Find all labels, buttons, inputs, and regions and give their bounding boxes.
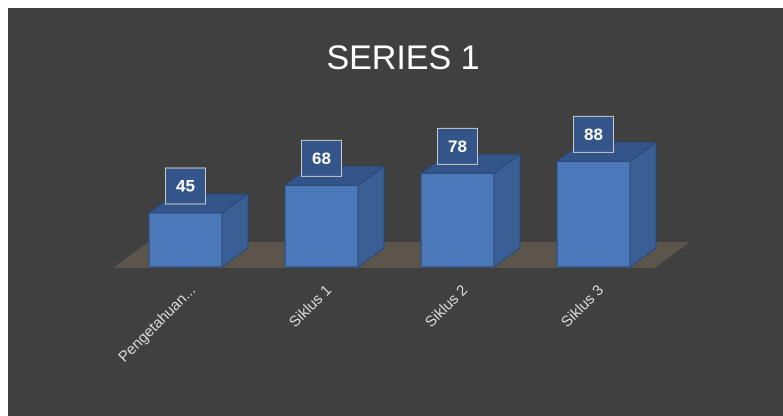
- value-label-box: [437, 127, 478, 165]
- bar-front: [148, 212, 223, 268]
- bar-front: [556, 160, 631, 268]
- bar-side: [629, 141, 657, 268]
- value-label-box: [165, 167, 206, 205]
- value-label: 88: [584, 125, 603, 144]
- value-label: 45: [176, 176, 195, 195]
- bar-side: [493, 153, 521, 268]
- bar-front: [420, 172, 495, 268]
- value-label-box: [301, 139, 342, 177]
- chart-title: SERIES 1: [326, 39, 479, 77]
- value-label: 68: [312, 149, 331, 168]
- floor: [113, 242, 690, 268]
- value-label: 78: [448, 137, 467, 156]
- bar: [283, 165, 386, 268]
- bar: [419, 153, 522, 268]
- value-label-box: [573, 115, 614, 153]
- bar: [147, 193, 250, 268]
- bar: [555, 141, 658, 268]
- bar-front: [284, 184, 359, 268]
